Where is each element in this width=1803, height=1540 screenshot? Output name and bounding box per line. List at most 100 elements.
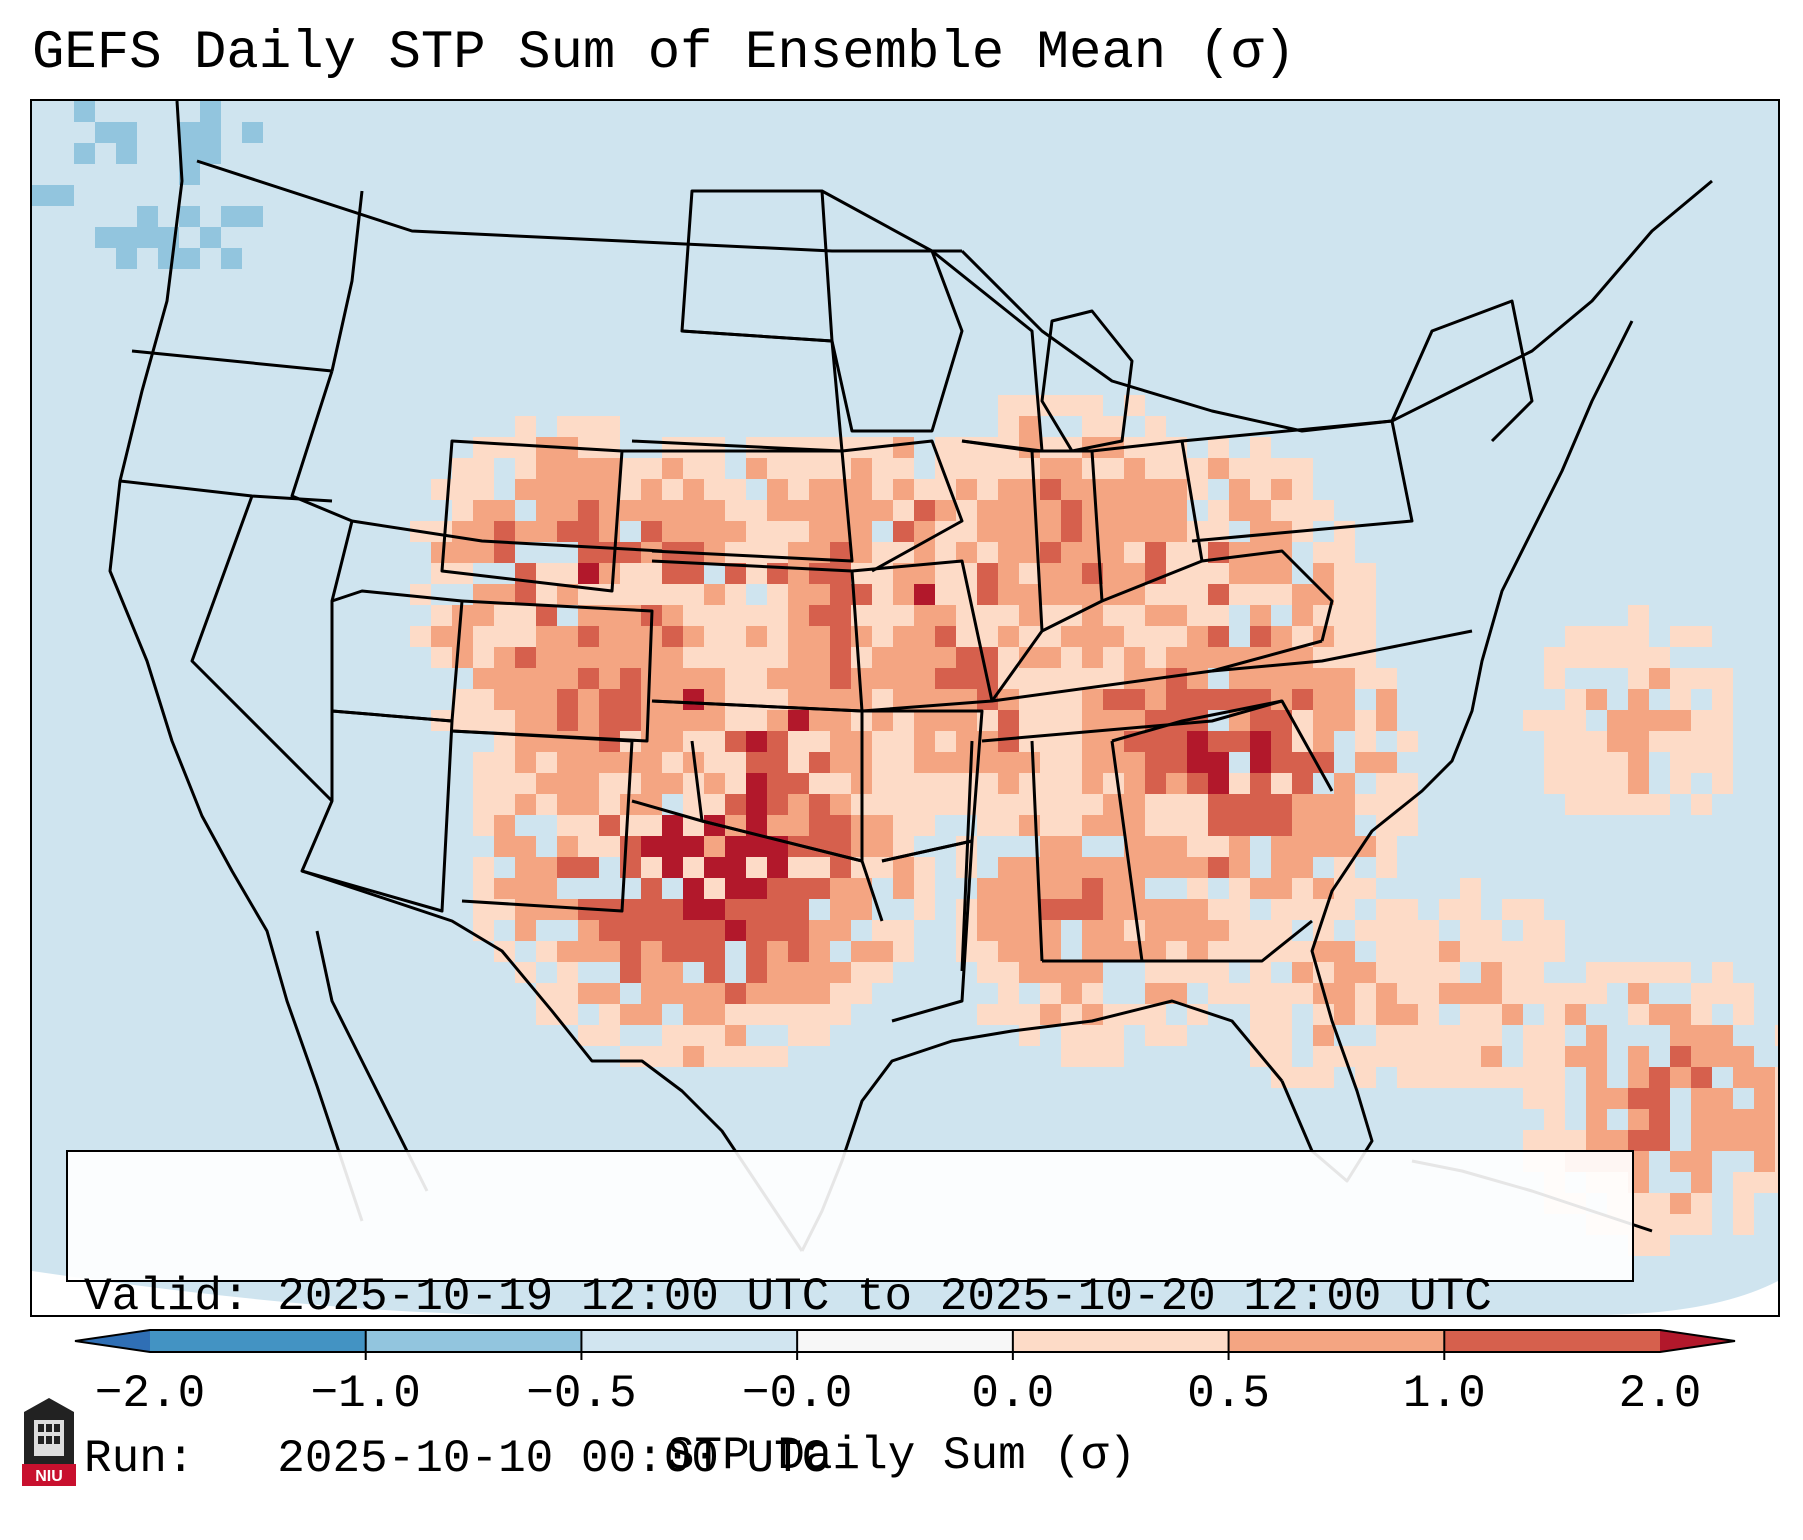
stp-cell (1040, 647, 1061, 668)
stp-cell (1082, 710, 1103, 731)
mi-lower (1040, 309, 1134, 453)
stp-cell (536, 647, 557, 668)
stp-cell (1271, 458, 1292, 479)
stp-cell (1124, 521, 1145, 542)
stp-cell (914, 521, 935, 542)
stp-cell (599, 773, 620, 794)
stp-cell (1061, 458, 1082, 479)
stp-cell (1166, 689, 1187, 710)
stp-cell (1397, 941, 1418, 962)
stp-cell (536, 878, 557, 899)
stp-cell (1019, 542, 1040, 563)
stp-cell (914, 479, 935, 500)
stp-cell (1250, 563, 1271, 584)
stp-cell (872, 773, 893, 794)
stp-cell (1271, 878, 1292, 899)
stp-cell (851, 521, 872, 542)
stp-cell (620, 563, 641, 584)
stp-cell (662, 521, 683, 542)
stp-cell (1040, 710, 1061, 731)
stp-cell (1103, 626, 1124, 647)
stp-cell (1691, 1025, 1712, 1046)
stp-cell (1082, 395, 1103, 416)
stp-cell (1544, 1004, 1565, 1025)
colorbar-segment (581, 1330, 798, 1352)
stp-cell (830, 1004, 851, 1025)
stp-cell (1775, 1088, 1778, 1109)
stp-cell (1418, 1004, 1439, 1025)
stp-cell-negative (53, 185, 74, 206)
stp-cell (1082, 1046, 1103, 1067)
stp-cell (704, 479, 725, 500)
stp-cell (998, 857, 1019, 878)
stp-cell (1418, 941, 1439, 962)
stp-cell (998, 605, 1019, 626)
stp-cell (599, 710, 620, 731)
stp-cell (557, 626, 578, 647)
stp-cell (1544, 710, 1565, 731)
stp-cell (1040, 752, 1061, 773)
stp-cell (1292, 458, 1313, 479)
stp-cell-negative (179, 122, 200, 143)
stp-cell (1313, 563, 1334, 584)
stp-cell (662, 752, 683, 773)
stp-cell (473, 500, 494, 521)
stp-cell (1628, 1109, 1649, 1130)
stp-cell (704, 920, 725, 941)
stp-cell (725, 1046, 746, 1067)
stp-cell (1355, 605, 1376, 626)
stp-cell (1397, 962, 1418, 983)
stp-cell (641, 1046, 662, 1067)
stp-cell (1082, 857, 1103, 878)
stp-cell (1670, 710, 1691, 731)
stp-cell (746, 500, 767, 521)
stp-cell (1082, 668, 1103, 689)
stp-cell (998, 563, 1019, 584)
stp-cell (662, 962, 683, 983)
stp-cell (599, 668, 620, 689)
stp-cell (515, 920, 536, 941)
stp-cell (515, 458, 536, 479)
stp-cells (32, 101, 1778, 1256)
stp-cell (1082, 815, 1103, 836)
stp-cell (1250, 479, 1271, 500)
stp-cell (893, 752, 914, 773)
stp-cell (1040, 1004, 1061, 1025)
stp-cell (515, 857, 536, 878)
stp-cell (788, 878, 809, 899)
stp-cell (1460, 941, 1481, 962)
stp-cell (599, 794, 620, 815)
stp-cell (578, 521, 599, 542)
stp-cell (473, 458, 494, 479)
stp-cell (1439, 983, 1460, 1004)
stp-cell (1670, 731, 1691, 752)
stp-cell (1082, 689, 1103, 710)
stp-cell (1649, 1109, 1670, 1130)
stp-cell (1502, 899, 1523, 920)
stp-cell (788, 647, 809, 668)
stp-cell (557, 983, 578, 1004)
stp-cell (1040, 584, 1061, 605)
stp-cell (998, 584, 1019, 605)
stp-cell (1061, 1004, 1082, 1025)
stp-cell (1397, 983, 1418, 1004)
stp-cell (1229, 794, 1250, 815)
stp-cell (1061, 584, 1082, 605)
stp-cell (830, 794, 851, 815)
stp-cell (1019, 962, 1040, 983)
stp-cell (1271, 500, 1292, 521)
stp-cell (809, 437, 830, 458)
stp-cell (1208, 794, 1229, 815)
stp-cell (1334, 1004, 1355, 1025)
stp-cell (1019, 689, 1040, 710)
run-time-text: Run: 2025-10-10 00:00 UTC (84, 1433, 830, 1485)
stp-cell (1208, 815, 1229, 836)
stp-cell (494, 794, 515, 815)
stp-cell (809, 458, 830, 479)
stp-cell (1124, 878, 1145, 899)
stp-cell (1691, 1046, 1712, 1067)
stp-cell (1670, 1067, 1691, 1088)
stp-cell (725, 689, 746, 710)
stp-cell (998, 899, 1019, 920)
stp-cell (1208, 689, 1229, 710)
